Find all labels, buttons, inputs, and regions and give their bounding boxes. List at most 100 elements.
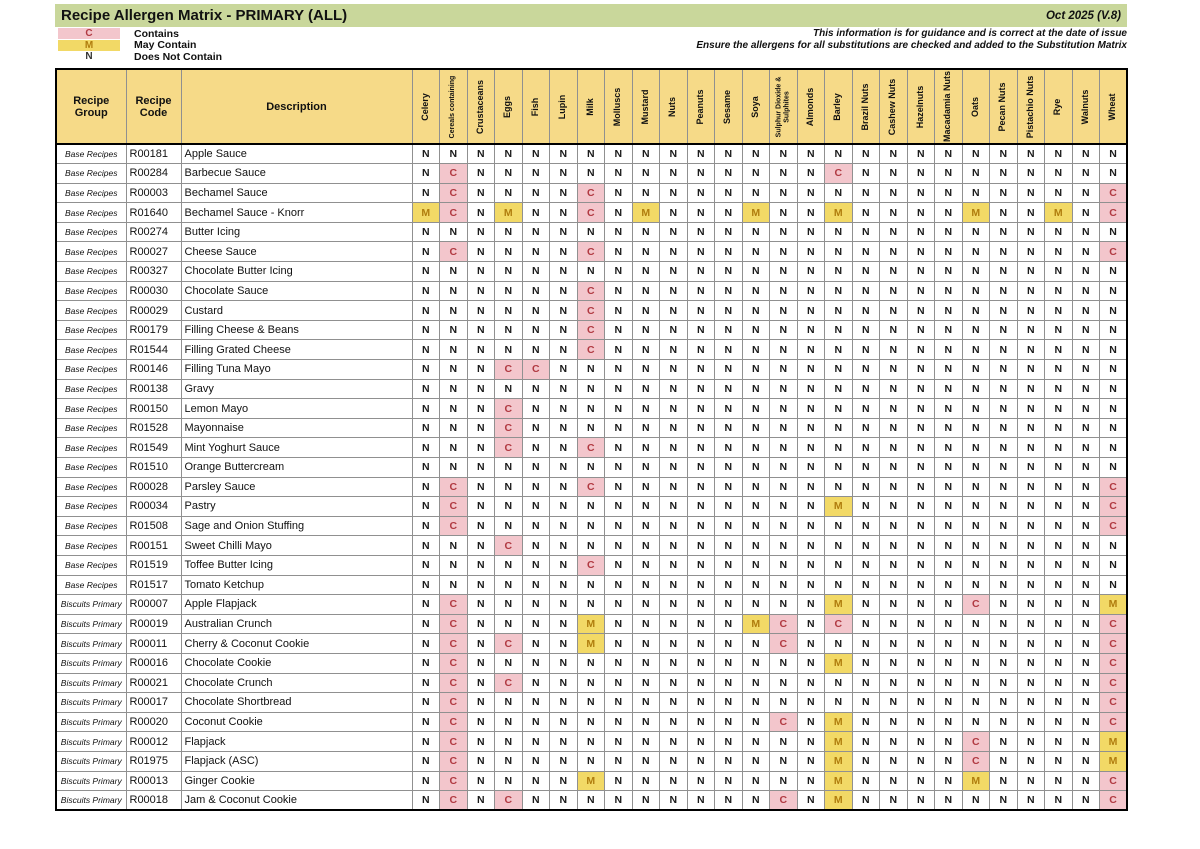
allergen-cell: N: [1071, 672, 1100, 694]
allergen-cell: N: [934, 300, 963, 321]
allergen-cell: N: [1016, 339, 1045, 361]
recipe-group-cell: Base Recipes: [55, 515, 127, 537]
allergen-cell: N: [851, 594, 880, 615]
allergen-cell: C: [1099, 476, 1128, 498]
recipe-code-cell: R00019: [125, 613, 182, 635]
allergen-cell: N: [466, 359, 495, 380]
recipe-code-cell: R01549: [125, 437, 182, 458]
allergen-cell: N: [934, 652, 963, 674]
allergen-cell: M: [631, 202, 660, 223]
table-row: Base Recipes R00327 Chocolate Butter Icing…: [55, 261, 1128, 282]
allergen-cell: N: [1044, 300, 1073, 321]
allergen-cell: N: [411, 535, 440, 556]
allergen-cell: N: [659, 770, 688, 792]
allergen-cell: N: [631, 476, 660, 498]
allergen-cell: N: [494, 770, 523, 792]
allergen-cell: N: [934, 437, 963, 458]
allergen-cell: N: [961, 398, 990, 419]
allergen-cell: N: [686, 731, 715, 752]
allergen-cell: C: [1099, 672, 1128, 694]
allergen-cell: N: [989, 574, 1018, 596]
allergen-cell: N: [879, 711, 908, 733]
allergen-cell: N: [411, 280, 440, 302]
allergen-cell: N: [1016, 221, 1045, 243]
allergen-cell: C: [494, 790, 523, 811]
allergen-cell: N: [741, 359, 770, 380]
allergen-cell: N: [989, 300, 1018, 321]
allergen-cell: N: [989, 359, 1018, 380]
allergen-cell: N: [961, 163, 990, 184]
allergen-cell: N: [411, 437, 440, 458]
allergen-cell: N: [741, 437, 770, 458]
allergen-cell: N: [906, 221, 935, 243]
allergen-cell: N: [411, 476, 440, 498]
table-row: Base Recipes R00029 Custard N N N N N N C N N N N N N N N…: [55, 300, 1128, 321]
allergen-cell: N: [796, 613, 825, 635]
allergen-cell: M: [824, 496, 853, 517]
allergen-cell: C: [576, 202, 605, 223]
allergen-cell: N: [521, 594, 550, 615]
allergen-cell: N: [741, 300, 770, 321]
allergen-cell: N: [824, 359, 853, 380]
allergen-cell: N: [521, 711, 550, 733]
allergen-cell: N: [934, 476, 963, 498]
allergen-cell: N: [796, 652, 825, 674]
allergen-column-label: Celery: [419, 92, 430, 121]
allergen-column-header-rye: Rye: [1044, 68, 1073, 145]
allergen-cell: N: [934, 202, 963, 223]
allergen-table-body: Base Recipes R00181 Apple Sauce N N N N N N N N N N N…: [55, 143, 1128, 811]
allergen-cell: N: [1071, 613, 1100, 635]
allergen-cell: N: [741, 692, 770, 713]
allergen-cell: N: [989, 515, 1018, 537]
allergen-cell: N: [1044, 221, 1073, 243]
allergen-cell: N: [604, 633, 633, 654]
allergen-cell: C: [439, 672, 468, 694]
allergen-cell: C: [494, 437, 523, 458]
allergen-cell: N: [961, 437, 990, 458]
allergen-cell: N: [879, 300, 908, 321]
legend-swatch-c: C: [58, 28, 120, 40]
allergen-column-label: Sulphur Dioxide & Sulphites: [775, 76, 791, 137]
description-cell: Filling Tuna Mayo: [180, 359, 413, 380]
allergen-cell: N: [906, 398, 935, 419]
allergen-cell: N: [686, 790, 715, 811]
table-row: Base Recipes R01517 Tomato Ketchup N N N N N N N N…: [55, 574, 1128, 596]
allergen-cell: N: [686, 280, 715, 302]
allergen-cell: N: [989, 535, 1018, 556]
allergen-cell: N: [769, 280, 798, 302]
description-cell: Coconut Cookie: [180, 711, 413, 733]
allergen-column-label: Pecan Nuts: [997, 81, 1008, 132]
allergen-cell: N: [851, 672, 880, 694]
allergen-cell: N: [906, 652, 935, 674]
allergen-cell: N: [1016, 280, 1045, 302]
allergen-cell: C: [439, 652, 468, 674]
disclaimer-line-1: This information is for guidance and is …: [813, 28, 1127, 39]
allergen-cell: N: [796, 672, 825, 694]
allergen-cell: N: [549, 613, 578, 635]
allergen-cell: N: [989, 711, 1018, 733]
recipe-code-cell: R01975: [125, 750, 182, 772]
allergen-cell: N: [659, 378, 688, 400]
allergen-cell: N: [934, 594, 963, 615]
allergen-cell: N: [466, 790, 495, 811]
recipe-code-cell: R01640: [125, 202, 182, 223]
allergen-cell: N: [769, 143, 798, 165]
allergen-cell: N: [604, 496, 633, 517]
allergen-cell: N: [631, 711, 660, 733]
allergen-cell: N: [631, 515, 660, 537]
allergen-cell: N: [521, 319, 550, 341]
allergen-cell: N: [1044, 692, 1073, 713]
allergen-cell: N: [466, 750, 495, 772]
allergen-cell: C: [1099, 711, 1128, 733]
allergen-cell: N: [989, 750, 1018, 772]
allergen-cell: N: [796, 457, 825, 478]
allergen-column-header-peanuts: Peanuts: [686, 68, 715, 145]
allergen-cell: N: [824, 319, 853, 341]
allergen-cell: N: [769, 554, 798, 576]
allergen-cell: N: [411, 633, 440, 654]
allergen-cell: N: [659, 535, 688, 556]
allergen-cell: N: [934, 633, 963, 654]
allergen-table-header: Recipe Group Recipe Code Description Celery…: [55, 68, 1128, 145]
allergen-cell: N: [934, 280, 963, 302]
allergen-cell: N: [1099, 280, 1128, 302]
